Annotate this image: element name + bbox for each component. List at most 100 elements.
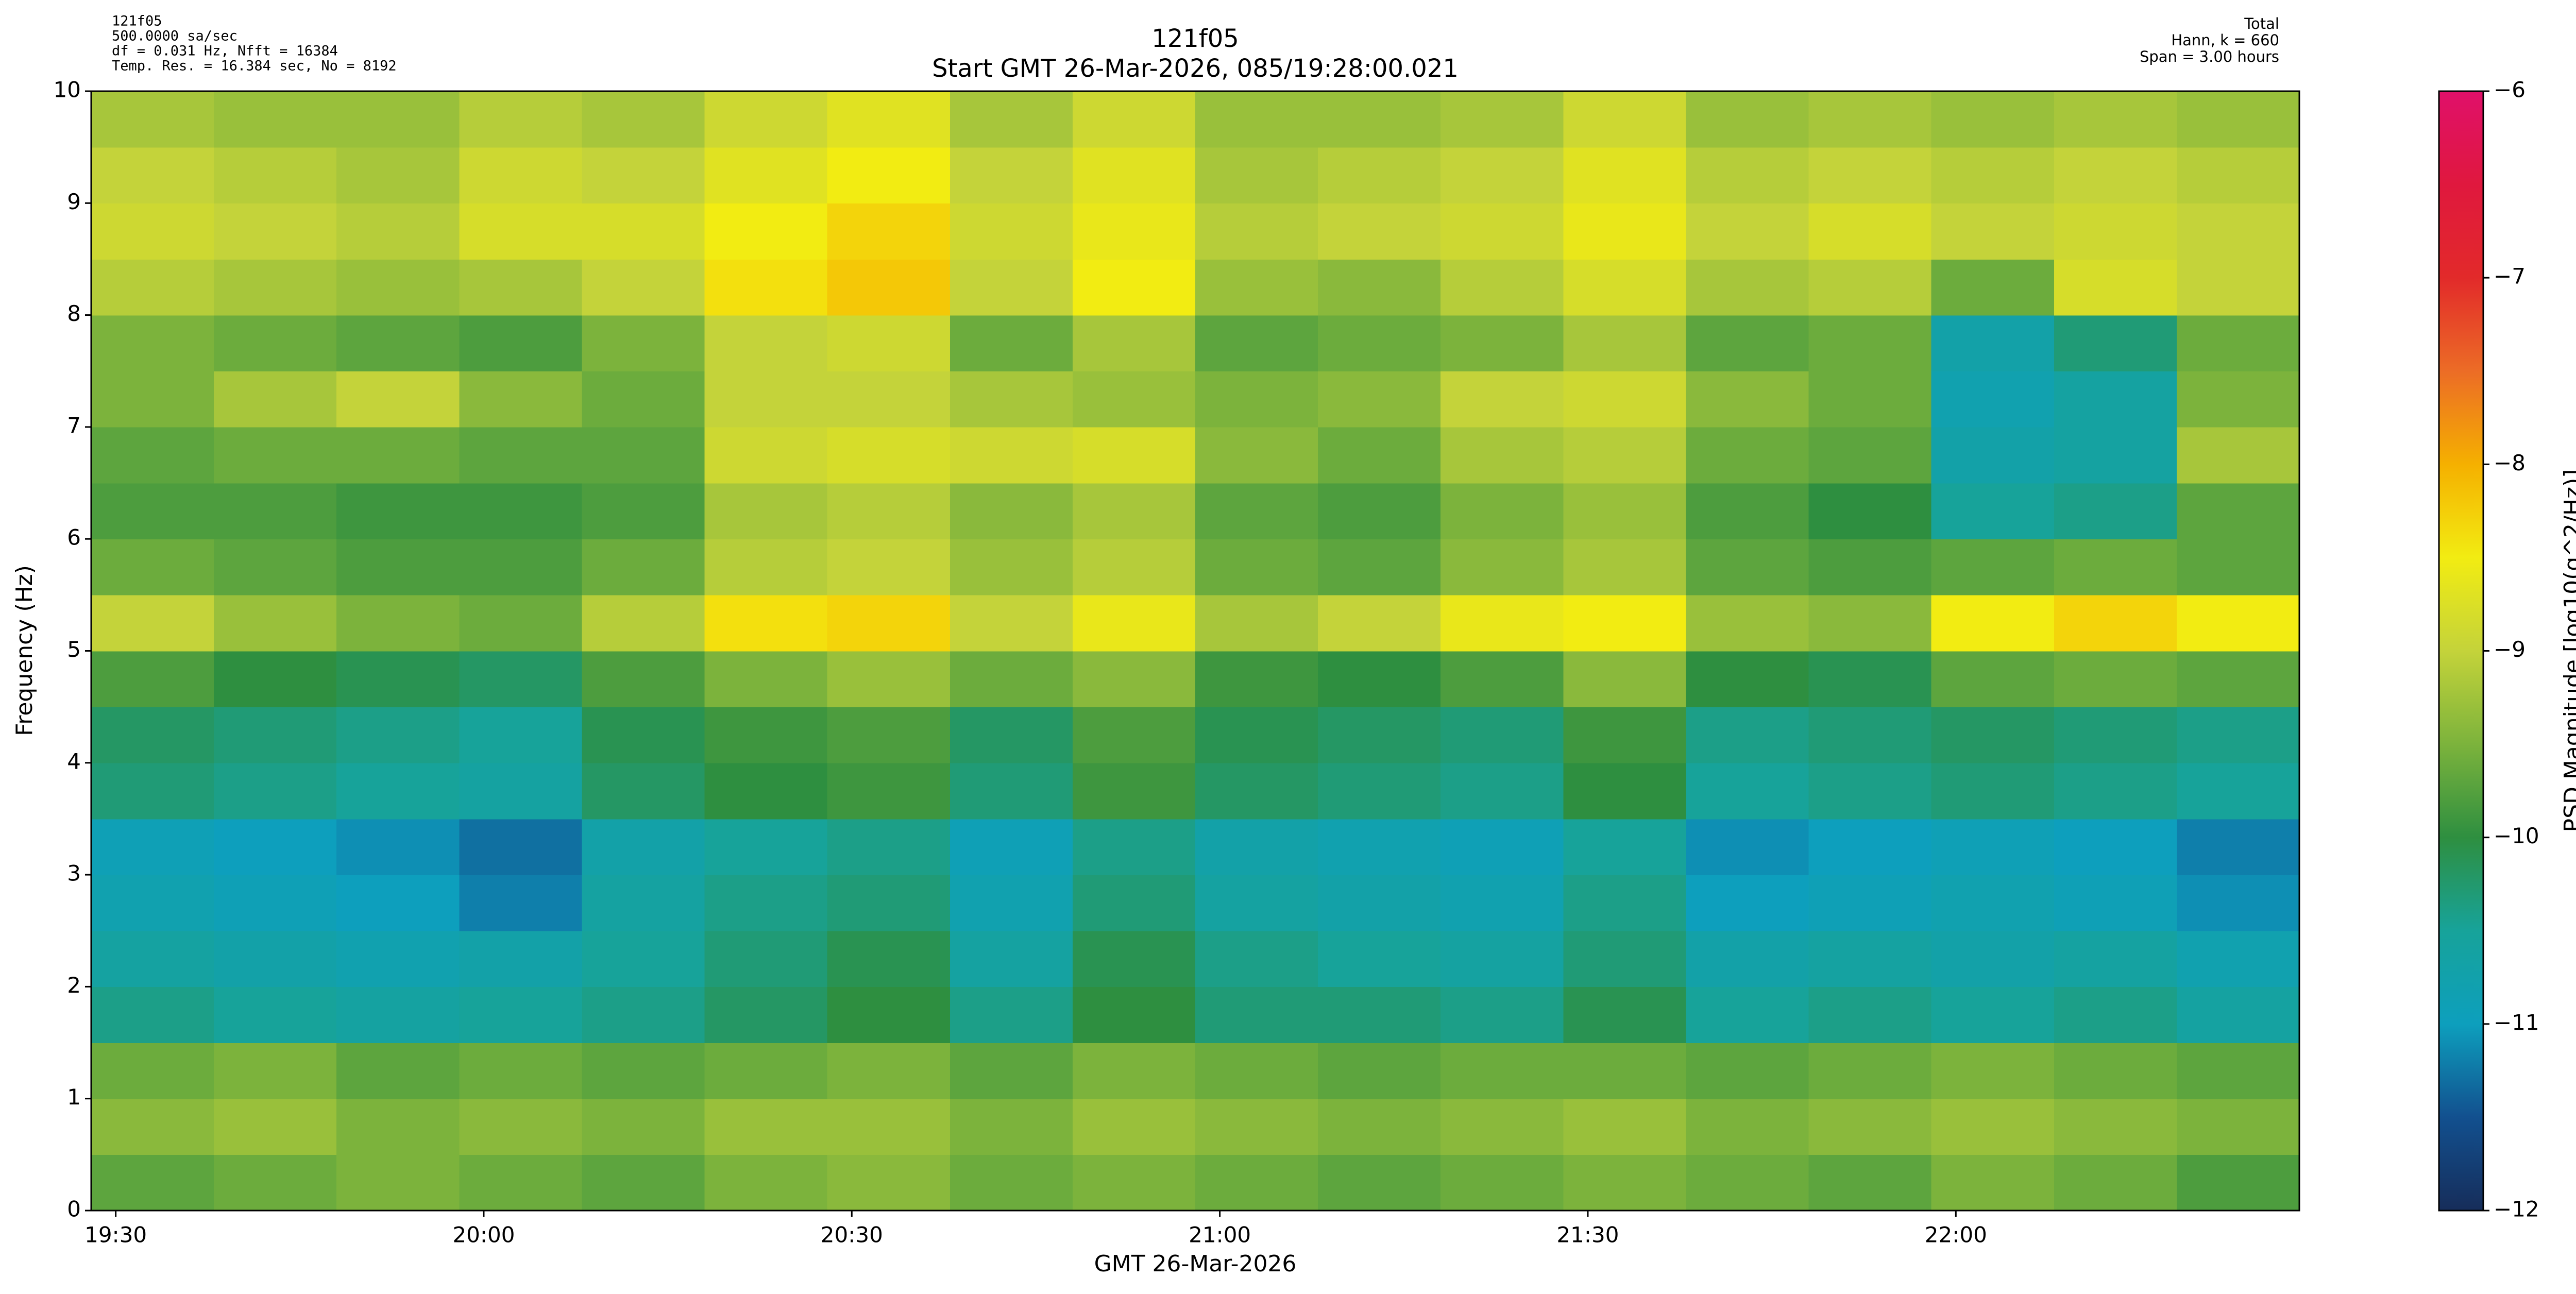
heatmap-cell	[2176, 875, 2300, 931]
heatmap-cell	[704, 483, 828, 539]
heatmap-cell	[1440, 1098, 1564, 1155]
heatmap-cell	[1195, 1154, 1318, 1211]
heatmap-cell	[91, 875, 214, 931]
heatmap-cell	[582, 594, 705, 652]
heatmap-cell	[582, 203, 705, 260]
heatmap-cell	[91, 539, 214, 595]
heatmap-cell	[950, 203, 1073, 260]
heatmap-cell	[1195, 875, 1318, 931]
heatmap-cell	[214, 539, 337, 595]
heatmap-cell	[704, 875, 828, 931]
heatmap-cell	[1931, 91, 2055, 148]
heatmap-cell	[1072, 259, 1196, 316]
heatmap-cell	[827, 762, 951, 820]
heatmap-cell	[1318, 707, 1442, 763]
chart-subtitle: Start GMT 26-Mar-2026, 085/19:28:00.021	[932, 54, 1459, 83]
heatmap-cell	[1808, 147, 1932, 204]
heatmap-cell	[827, 539, 951, 595]
heatmap-cell	[582, 315, 705, 372]
info-text: Span = 3.00 hours	[2140, 48, 2279, 65]
heatmap-cell	[2176, 707, 2300, 763]
heatmap-cell	[1440, 371, 1564, 428]
chart-title: 121f05	[1151, 24, 1239, 53]
heatmap-cell	[1808, 651, 1932, 707]
heatmap-cell	[1931, 147, 2055, 204]
heatmap-cell	[704, 203, 828, 260]
heatmap-cell	[1072, 147, 1196, 204]
heatmap-cell	[1808, 259, 1932, 316]
heatmap-cell	[1440, 427, 1564, 484]
heatmap-cell	[459, 819, 583, 875]
heatmap-cell	[1318, 594, 1442, 652]
heatmap-cell	[2176, 594, 2300, 652]
heatmap-cell	[1686, 819, 1809, 875]
heatmap-cell	[1072, 427, 1196, 484]
heatmap-cell	[582, 91, 705, 148]
heatmap-cell	[1195, 986, 1318, 1043]
heatmap-cell	[1563, 1154, 1687, 1211]
heatmap-cell	[459, 147, 583, 204]
heatmap-cell	[214, 875, 337, 931]
heatmap-cell	[2176, 986, 2300, 1043]
y-tick-label: 3	[67, 861, 81, 886]
heatmap-cell	[336, 427, 460, 484]
heatmap-cell	[1931, 1154, 2055, 1211]
heatmap-cell	[1563, 1098, 1687, 1155]
heatmap-cell	[2176, 1043, 2300, 1099]
heatmap-cell	[91, 315, 214, 372]
heatmap-cell	[214, 203, 337, 260]
heatmap-cell	[1563, 594, 1687, 652]
heatmap-cell	[336, 594, 460, 652]
heatmap-cell	[950, 371, 1073, 428]
heatmap-cell	[2054, 762, 2177, 820]
heatmap-cell	[950, 1043, 1073, 1099]
heatmap-cell	[336, 483, 460, 539]
heatmap-cell	[704, 315, 828, 372]
heatmap-cell	[214, 707, 337, 763]
heatmap-cell	[1563, 762, 1687, 820]
heatmap-cell	[1072, 930, 1196, 987]
heatmap-cell	[1195, 651, 1318, 707]
heatmap-cell	[950, 819, 1073, 875]
heatmap-cell	[91, 203, 214, 260]
heatmap-cell	[950, 539, 1073, 595]
heatmap-cell	[1931, 762, 2055, 820]
heatmap-cell	[1931, 875, 2055, 931]
heatmap-cell	[1440, 651, 1564, 707]
y-axis-label: Frequency (Hz)	[11, 565, 38, 736]
heatmap-cell	[214, 594, 337, 652]
heatmap-cell	[214, 259, 337, 316]
heatmap-cell	[2054, 147, 2177, 204]
heatmap-cell	[459, 427, 583, 484]
heatmap-cell	[1318, 539, 1442, 595]
heatmap-cell	[91, 1043, 214, 1099]
heatmap-cell	[2176, 1154, 2300, 1211]
heatmap-cell	[336, 930, 460, 987]
heatmap-cell	[950, 427, 1073, 484]
heatmap-cell	[2176, 483, 2300, 539]
heatmap-cell	[1318, 875, 1442, 931]
x-axis-label: GMT 26-Mar-2026	[1094, 1251, 1297, 1277]
heatmap-cell	[827, 986, 951, 1043]
heatmap-cell	[336, 371, 460, 428]
heatmap-cell	[950, 594, 1073, 652]
heatmap-cell	[1072, 875, 1196, 931]
heatmap-cell	[336, 707, 460, 763]
heatmap-cell	[950, 875, 1073, 931]
heatmap-cell	[1195, 427, 1318, 484]
heatmap-cell	[214, 483, 337, 539]
heatmap-cell	[704, 427, 828, 484]
heatmap-cell	[459, 203, 583, 260]
heatmap-cell	[1686, 147, 1809, 204]
heatmap-cell	[827, 427, 951, 484]
heatmap-cell	[1318, 1154, 1442, 1211]
heatmap-cell	[2054, 483, 2177, 539]
heatmap-cell	[582, 371, 705, 428]
heatmap-cell	[459, 539, 583, 595]
heatmap-cell	[704, 1154, 828, 1211]
heatmap-cell	[1686, 259, 1809, 316]
heatmap-cell	[2054, 91, 2177, 148]
heatmap-cell	[1440, 930, 1564, 987]
colorbar	[2438, 90, 2484, 1212]
heatmap-cell	[214, 762, 337, 820]
